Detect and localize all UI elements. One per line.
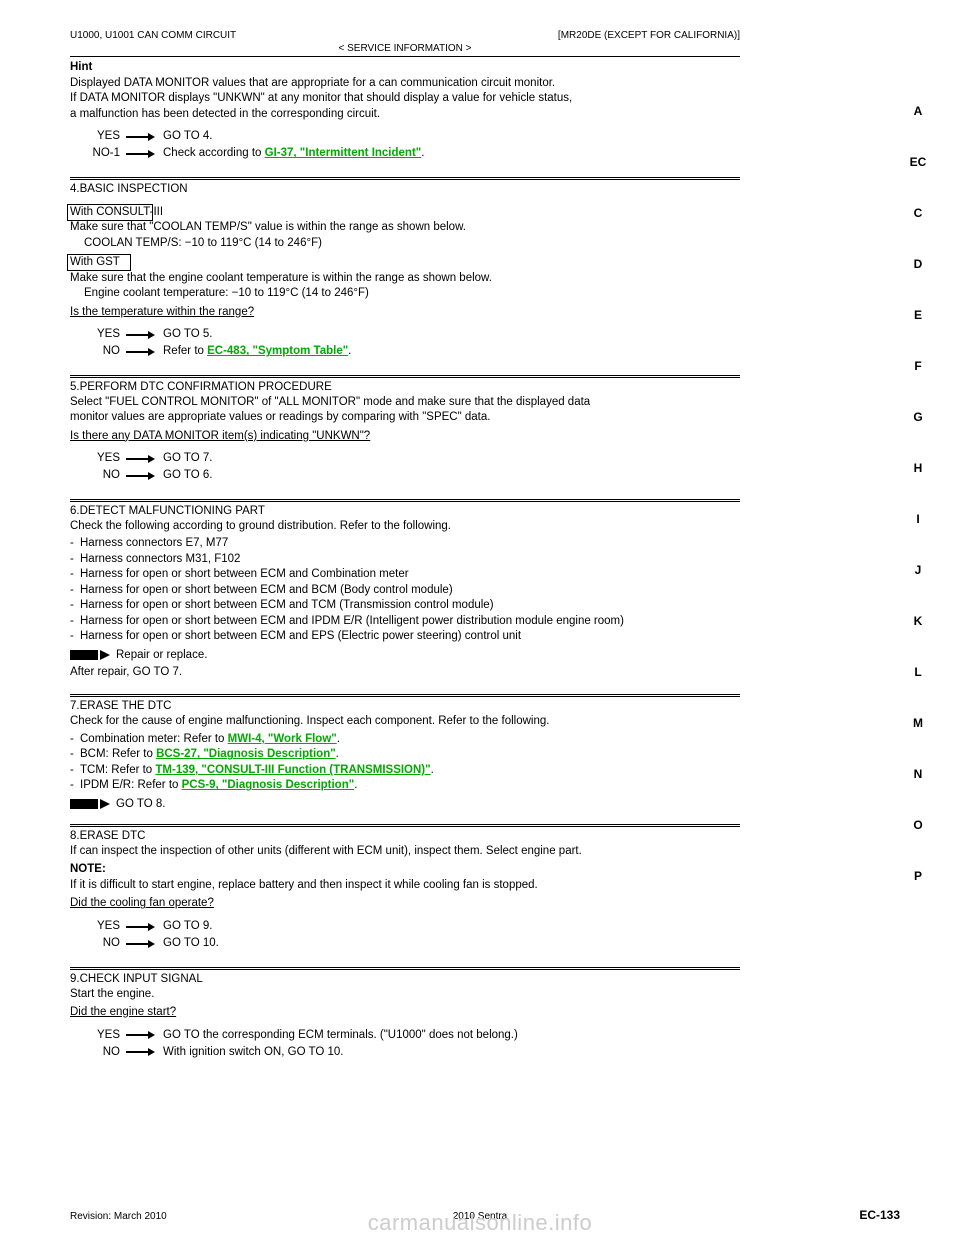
yes-label: YES bbox=[70, 918, 126, 935]
sec7-arrow: GO TO 8. bbox=[116, 798, 165, 810]
sec3-yes: GO TO 4. bbox=[163, 128, 212, 145]
no-label: NO bbox=[70, 467, 126, 484]
sec4-q: Is the temperature within the range? bbox=[70, 305, 740, 321]
note-label: NOTE: bbox=[70, 863, 106, 875]
page-number: EC-133 bbox=[859, 1208, 900, 1222]
no-label: NO bbox=[70, 1044, 126, 1061]
sec8-title: 8.ERASE DTC bbox=[70, 830, 740, 842]
sec7-title: 7.ERASE THE DTC bbox=[70, 700, 740, 712]
tab-h: H bbox=[906, 462, 930, 474]
tab-o: O bbox=[906, 819, 930, 831]
header-right: [MR20DE (EXCEPT FOR CALIFORNIA)] bbox=[558, 30, 740, 41]
tab-l: L bbox=[906, 666, 930, 678]
tab-e: E bbox=[906, 309, 930, 321]
sec4-title: 4.BASIC INSPECTION bbox=[70, 183, 740, 195]
tab-p: P bbox=[906, 870, 930, 882]
sec8-intro: If can inspect the inspection of other u… bbox=[70, 844, 740, 860]
sec4-link[interactable]: EC-483, "Symptom Table" bbox=[207, 345, 348, 357]
sec5-l1: Select "FUEL CONTROL MONITOR" of "ALL MO… bbox=[70, 395, 740, 411]
sec6-item: Harness for open or short between ECM an… bbox=[70, 598, 740, 614]
sec6-item: Harness connectors E7, M77 bbox=[70, 536, 740, 552]
sec8-no: GO TO 10. bbox=[163, 935, 219, 952]
sec6-title: 6.DETECT MALFUNCTIONING PART bbox=[70, 505, 740, 517]
no-label: NO bbox=[70, 343, 126, 360]
sec5-l2: monitor values are appropriate values or… bbox=[70, 410, 740, 426]
sec7-item: BCM: Refer to BCS-27, "Diagnosis Descrip… bbox=[70, 747, 740, 763]
sec6-arrow: Repair or replace. bbox=[116, 649, 207, 661]
sec4-p1: Make sure that "COOLAN TEMP/S" value is … bbox=[70, 220, 740, 236]
no-label: NO bbox=[70, 935, 126, 952]
sec7-item: IPDM E/R: Refer to PCS-9, "Diagnosis Des… bbox=[70, 778, 740, 794]
sec5-title: 5.PERFORM DTC CONFIRMATION PROCEDURE bbox=[70, 381, 740, 393]
sec7-item: TCM: Refer to TM-139, "CONSULT-III Funct… bbox=[70, 763, 740, 779]
revision-text: Revision: March 2010 bbox=[70, 1211, 167, 1222]
tab-j: J bbox=[906, 564, 930, 576]
sec7-link2[interactable]: BCS-27, "Diagnosis Description" bbox=[156, 748, 336, 760]
tab-g: G bbox=[906, 411, 930, 423]
tab-i: I bbox=[906, 513, 930, 525]
sec8-yes: GO TO 9. bbox=[163, 918, 212, 935]
sec4-p3: Make sure that the engine coolant temper… bbox=[70, 271, 740, 287]
sec3-no1-after: . bbox=[421, 147, 424, 159]
yes-label: YES bbox=[70, 1027, 126, 1044]
sec9-title: 9.CHECK INPUT SIGNAL bbox=[70, 973, 740, 985]
sec7-link4[interactable]: PCS-9, "Diagnosis Description" bbox=[182, 779, 355, 791]
tab-m: M bbox=[906, 717, 930, 729]
sec9-no: With ignition switch ON, GO TO 10. bbox=[163, 1044, 343, 1061]
tab-ec: EC bbox=[906, 156, 930, 168]
sec9-line: Start the engine. bbox=[70, 987, 740, 1003]
sec8-q: Did the cooling fan operate? bbox=[70, 896, 740, 912]
sec7-link3[interactable]: TM-139, "CONSULT-III Function (TRANSMISS… bbox=[155, 764, 430, 776]
yes-label: YES bbox=[70, 128, 126, 145]
with-gst: With GST bbox=[70, 255, 740, 271]
sec3-p2: If DATA MONITOR displays "UNKWN" at any … bbox=[70, 91, 740, 107]
header-center: < SERVICE INFORMATION > bbox=[70, 43, 740, 54]
sec6-item: Harness for open or short between ECM an… bbox=[70, 567, 740, 583]
sec5-q: Is there any DATA MONITOR item(s) indica… bbox=[70, 429, 740, 445]
sec3-link[interactable]: GI-37, "Intermittent Incident" bbox=[265, 147, 422, 159]
header-left: U1000, U1001 CAN COMM CIRCUIT bbox=[70, 30, 236, 41]
sec3-p3: a malfunction has been detected in the c… bbox=[70, 107, 740, 123]
tab-a: A bbox=[906, 105, 930, 117]
tab-k: K bbox=[906, 615, 930, 627]
with-consult: With CONSULT-III bbox=[70, 205, 740, 221]
yes-label: YES bbox=[70, 450, 126, 467]
tab-f: F bbox=[906, 360, 930, 372]
sec9-q: Did the engine start? bbox=[70, 1005, 740, 1021]
sec4-p2: COOLAN TEMP/S: −10 to 119°C (14 to 246°F… bbox=[70, 236, 740, 252]
sec6-list: Harness connectors E7, M77 Harness conne… bbox=[70, 536, 740, 645]
sec6-intro: Check the following according to ground … bbox=[70, 519, 740, 535]
hint-label: Hint bbox=[70, 60, 740, 76]
sec5-yes: GO TO 7. bbox=[163, 450, 212, 467]
sec4-no-after: . bbox=[348, 345, 351, 357]
tab-d: D bbox=[906, 258, 930, 270]
sec4-yes: GO TO 5. bbox=[163, 326, 212, 343]
yes-label: YES bbox=[70, 326, 126, 343]
sec6-item: Harness for open or short between ECM an… bbox=[70, 614, 740, 630]
sec7-item: Combination meter: Refer to MWI-4, "Work… bbox=[70, 732, 740, 748]
watermark: carmanualsonline.info bbox=[368, 1210, 593, 1236]
sec3-p1: Displayed DATA MONITOR values that are a… bbox=[70, 76, 740, 92]
sec5-no: GO TO 6. bbox=[163, 467, 212, 484]
sec6-item: Harness for open or short between ECM an… bbox=[70, 583, 740, 599]
sec6-item: Harness connectors M31, F102 bbox=[70, 552, 740, 568]
sec8-note: If it is difficult to start engine, repl… bbox=[70, 878, 740, 894]
sec4-p4: Engine coolant temperature: −10 to 119°C… bbox=[70, 286, 740, 302]
sec3-no1: Check according to bbox=[163, 147, 265, 159]
sec4-no: Refer to bbox=[163, 345, 207, 357]
sec7-link1[interactable]: MWI-4, "Work Flow" bbox=[228, 733, 337, 745]
tab-n: N bbox=[906, 768, 930, 780]
no-label: NO-1 bbox=[70, 145, 126, 162]
tab-c: C bbox=[906, 207, 930, 219]
sec6-item: Harness for open or short between ECM an… bbox=[70, 629, 740, 645]
sec9-yes: GO TO the corresponding ECM terminals. (… bbox=[163, 1027, 518, 1044]
section-tabs: A EC C D E F G H I J K L M N O P bbox=[906, 105, 930, 882]
sec7-intro: Check for the cause of engine malfunctio… bbox=[70, 714, 740, 730]
sec6-after: After repair, GO TO 7. bbox=[70, 665, 740, 681]
